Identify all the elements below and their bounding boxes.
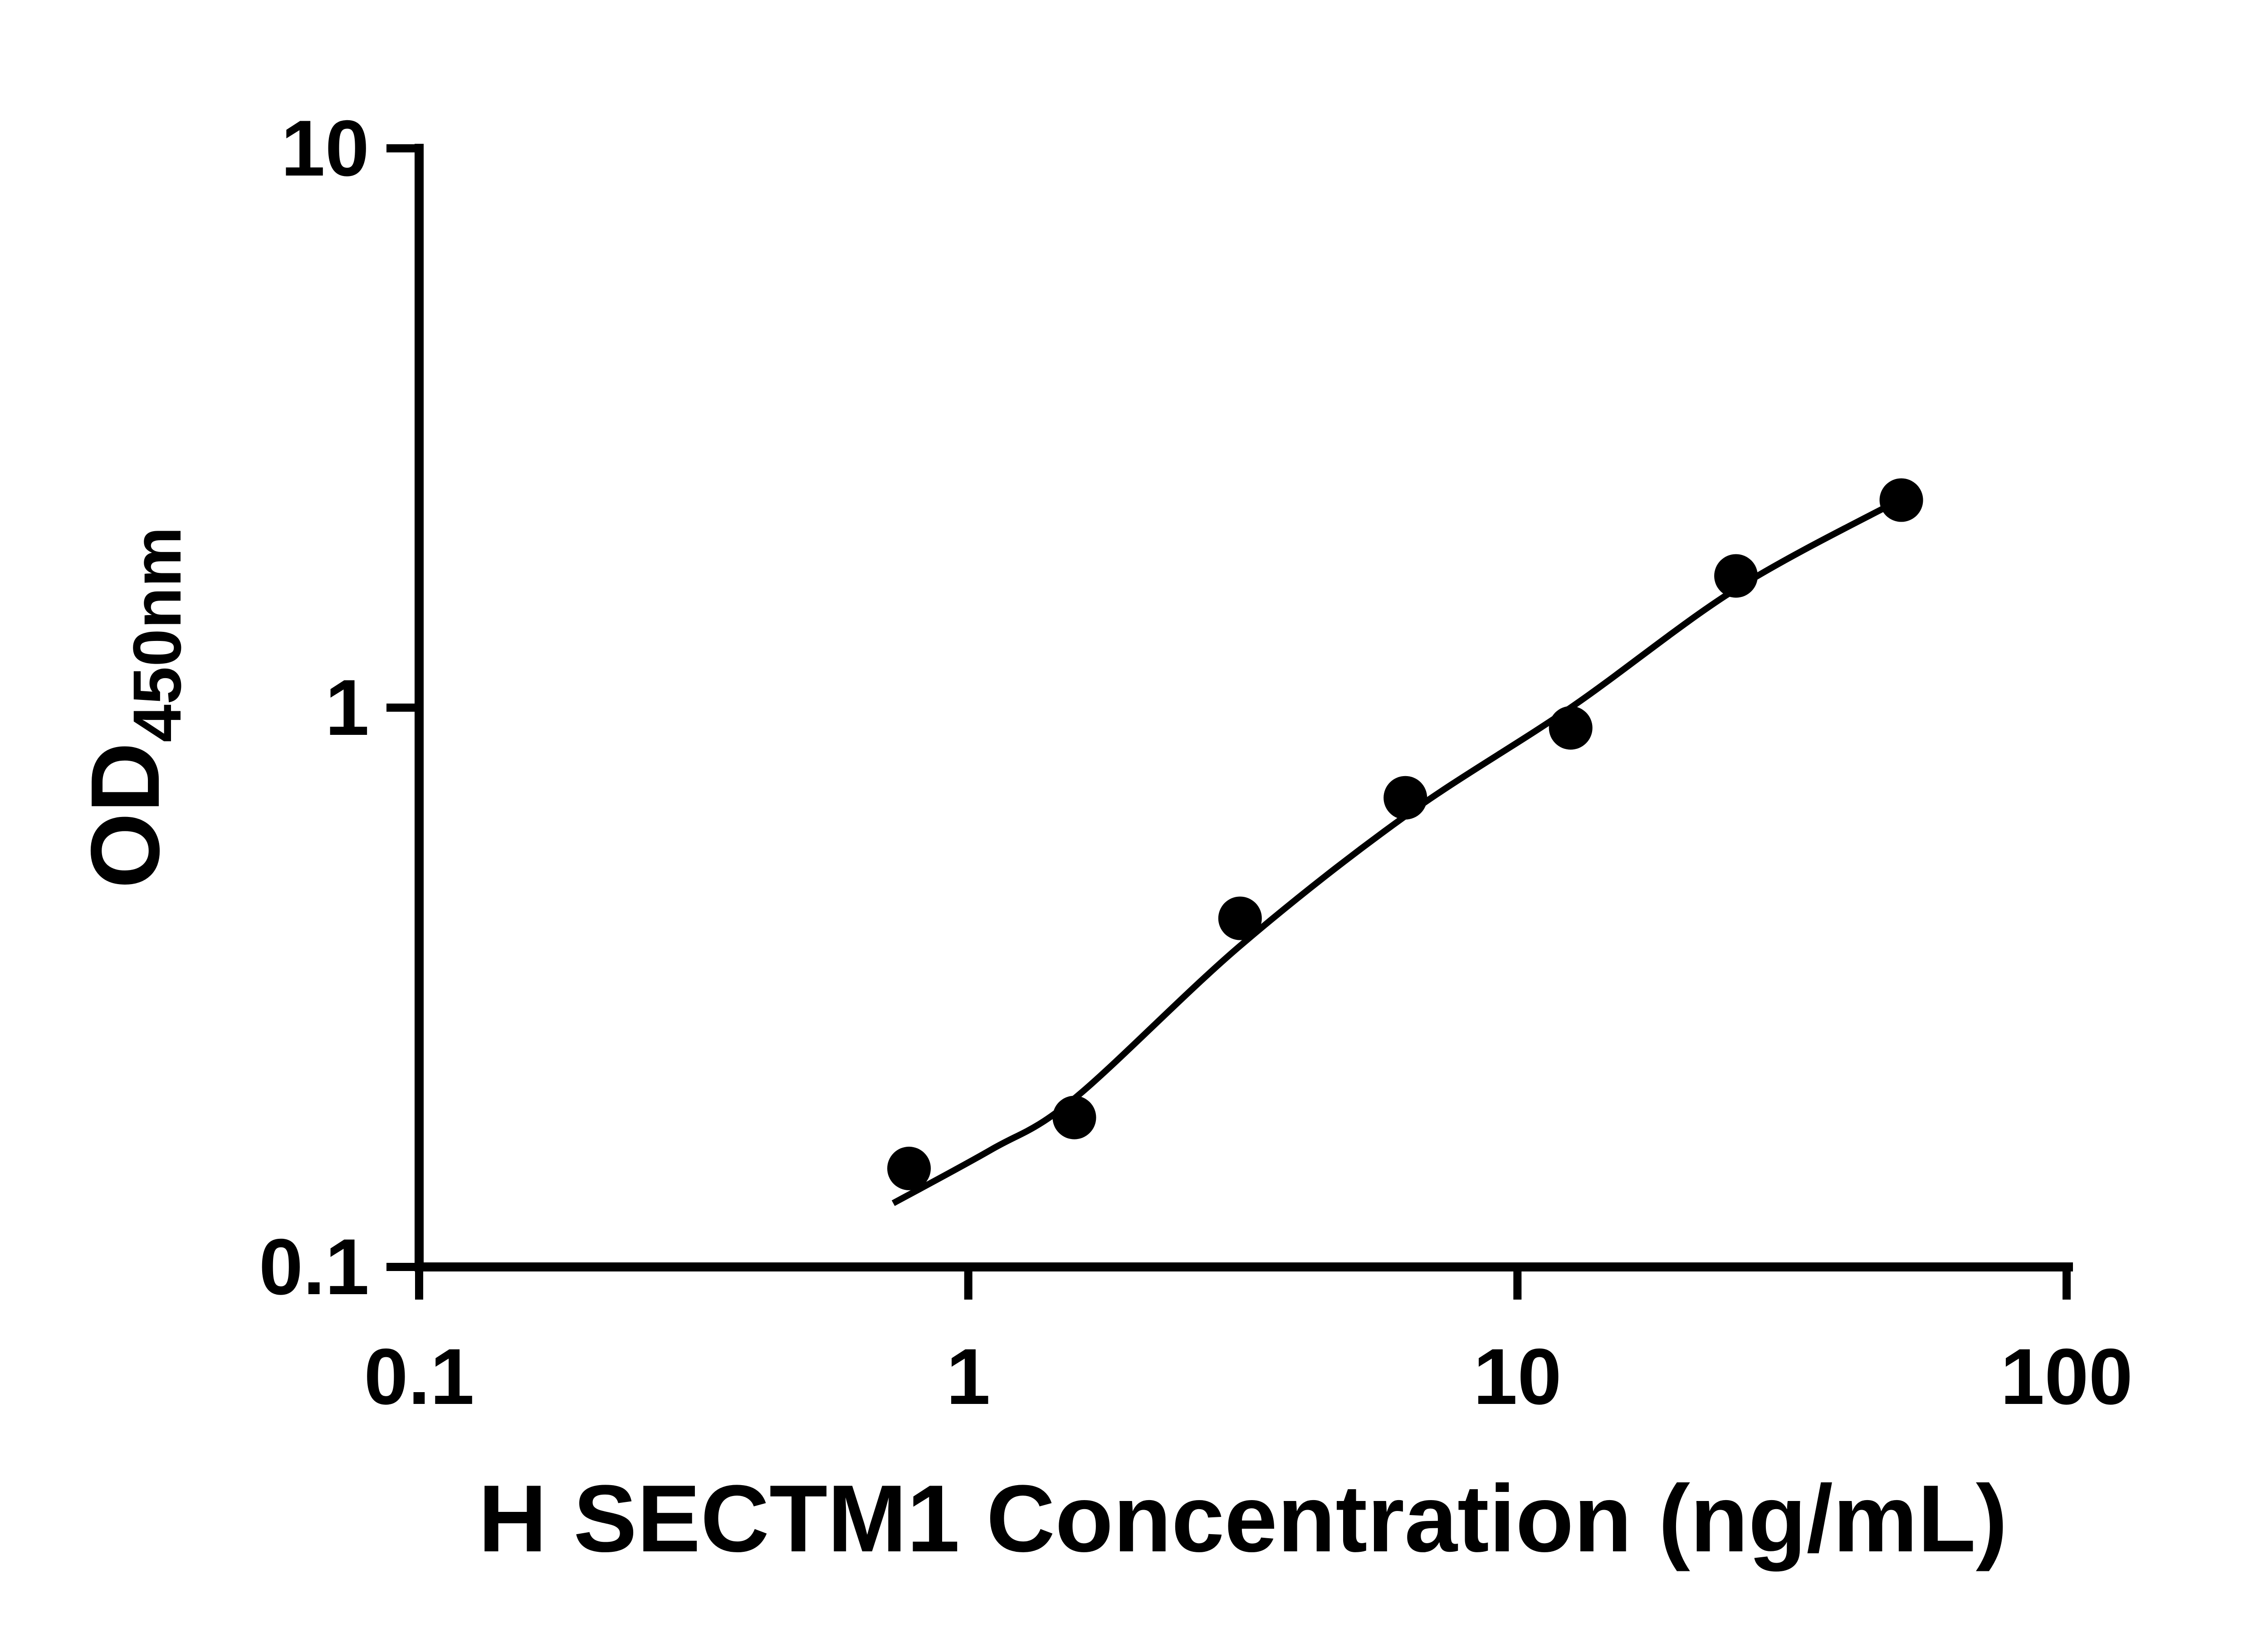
y-tick-label: 10 (281, 104, 369, 193)
y-axis-title-text: OD450nm (70, 527, 195, 889)
data-point (1383, 776, 1427, 820)
x-tick-label: 10 (1473, 1333, 1562, 1421)
data-point (1549, 706, 1593, 750)
y-tick-label: 0.1 (259, 1223, 369, 1311)
fit-curve (891, 496, 1903, 1206)
data-point (1218, 896, 1262, 940)
data-point (1052, 1095, 1096, 1139)
x-tick-label: 1 (946, 1333, 990, 1421)
x-tick-label: 0.1 (364, 1333, 474, 1421)
data-point (1879, 478, 1923, 522)
x-axis-title: H SECTM1 Concentration (ng/mL) (478, 1465, 2008, 1572)
series (887, 478, 1923, 1206)
axes: 0.1 1 10 100 0.1 1 10 (259, 104, 2133, 1421)
data-point (887, 1146, 931, 1190)
y-tick-label: 1 (325, 664, 369, 752)
x-tick-label: 100 (2000, 1333, 2133, 1421)
y-axis-title: OD450nm (70, 527, 195, 889)
data-point (1714, 554, 1758, 598)
